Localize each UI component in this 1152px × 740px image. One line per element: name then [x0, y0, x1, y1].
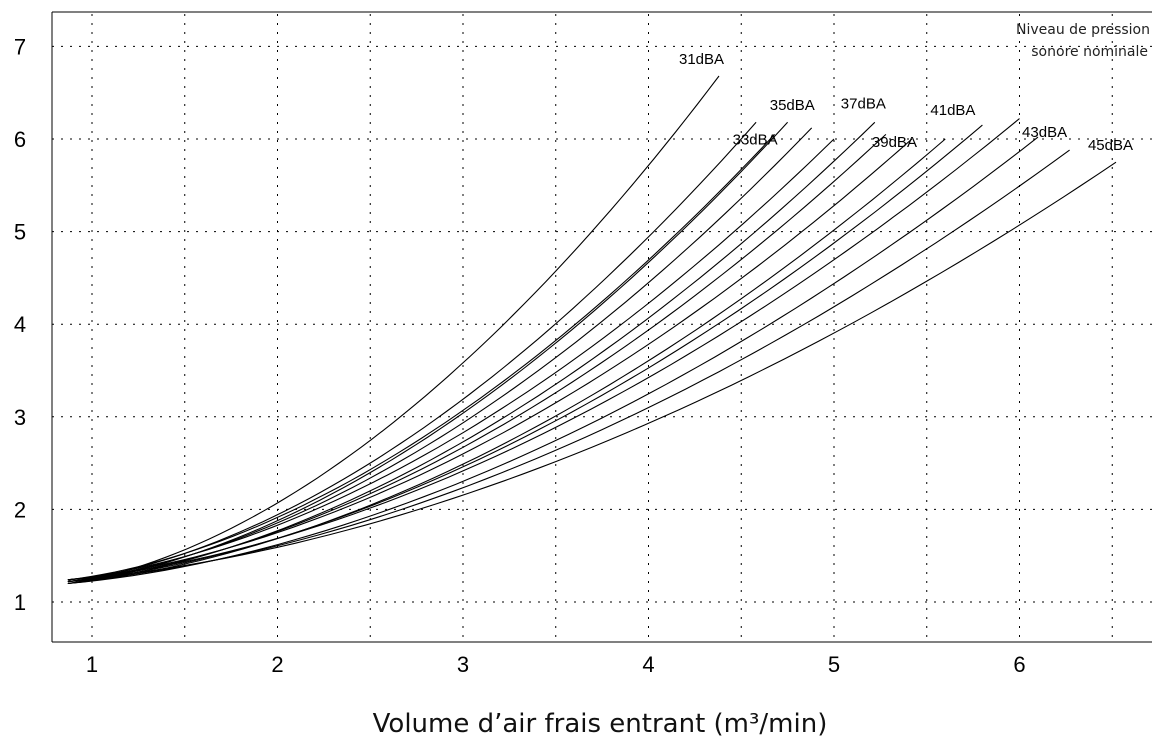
series-label: 33dBA — [733, 131, 778, 148]
curves — [67, 75, 1117, 585]
y-tick-label: 1 — [14, 590, 26, 615]
x-tick-label: 2 — [271, 652, 283, 677]
series-label: 35dBA — [770, 97, 815, 114]
series-label: 45dBA — [1088, 137, 1133, 154]
series-curve — [67, 161, 1117, 581]
series-curve — [67, 121, 789, 585]
series-curve — [67, 134, 776, 581]
x-tick-label: 3 — [457, 652, 469, 677]
series-curve — [67, 124, 983, 583]
y-tick-label: 5 — [14, 220, 26, 245]
series-label: 39dBA — [872, 134, 917, 151]
series-label: 37dBA — [841, 95, 886, 112]
x-tick-label: 6 — [1013, 652, 1025, 677]
y-tick-label: 4 — [14, 312, 26, 337]
y-tick-label: 3 — [14, 405, 26, 430]
x-axis-title: Volume d’air frais entrant (m³/min) — [373, 709, 828, 739]
tick-labels: 1 2 3 4 5 6 1 2 3 4 5 6 7 — [14, 34, 1026, 677]
series-curve — [67, 138, 946, 585]
series-curve — [67, 138, 835, 581]
legend-title-line-1: Niveau de pression — [1016, 22, 1150, 38]
x-tick-label: 1 — [86, 652, 98, 677]
series-label: 41dBA — [930, 102, 975, 119]
series-curve — [67, 121, 757, 583]
y-tick-label: 2 — [14, 497, 26, 522]
y-tick-label: 6 — [14, 127, 26, 152]
series-curve — [67, 149, 1070, 583]
series-label: 31dBA — [679, 51, 724, 68]
series-curve — [67, 75, 720, 585]
x-tick-label: 4 — [642, 652, 654, 677]
x-tick-label: 5 — [828, 652, 840, 677]
grid — [52, 14, 1152, 642]
series-curve — [67, 118, 1020, 581]
curve-labels: 31dBA 33dBA 35dBA 37dBA 39dBA 41dBA 43dBA 45dBA — [679, 51, 1133, 154]
plot-frame — [51, 11, 1152, 643]
series-label: 43dBA — [1022, 124, 1067, 141]
y-tick-label: 7 — [14, 34, 26, 59]
legend-title-line-2: sonore nominale — [1031, 44, 1148, 60]
series-curve — [67, 133, 887, 583]
series-curve — [67, 127, 813, 583]
series-curve — [67, 138, 913, 581]
